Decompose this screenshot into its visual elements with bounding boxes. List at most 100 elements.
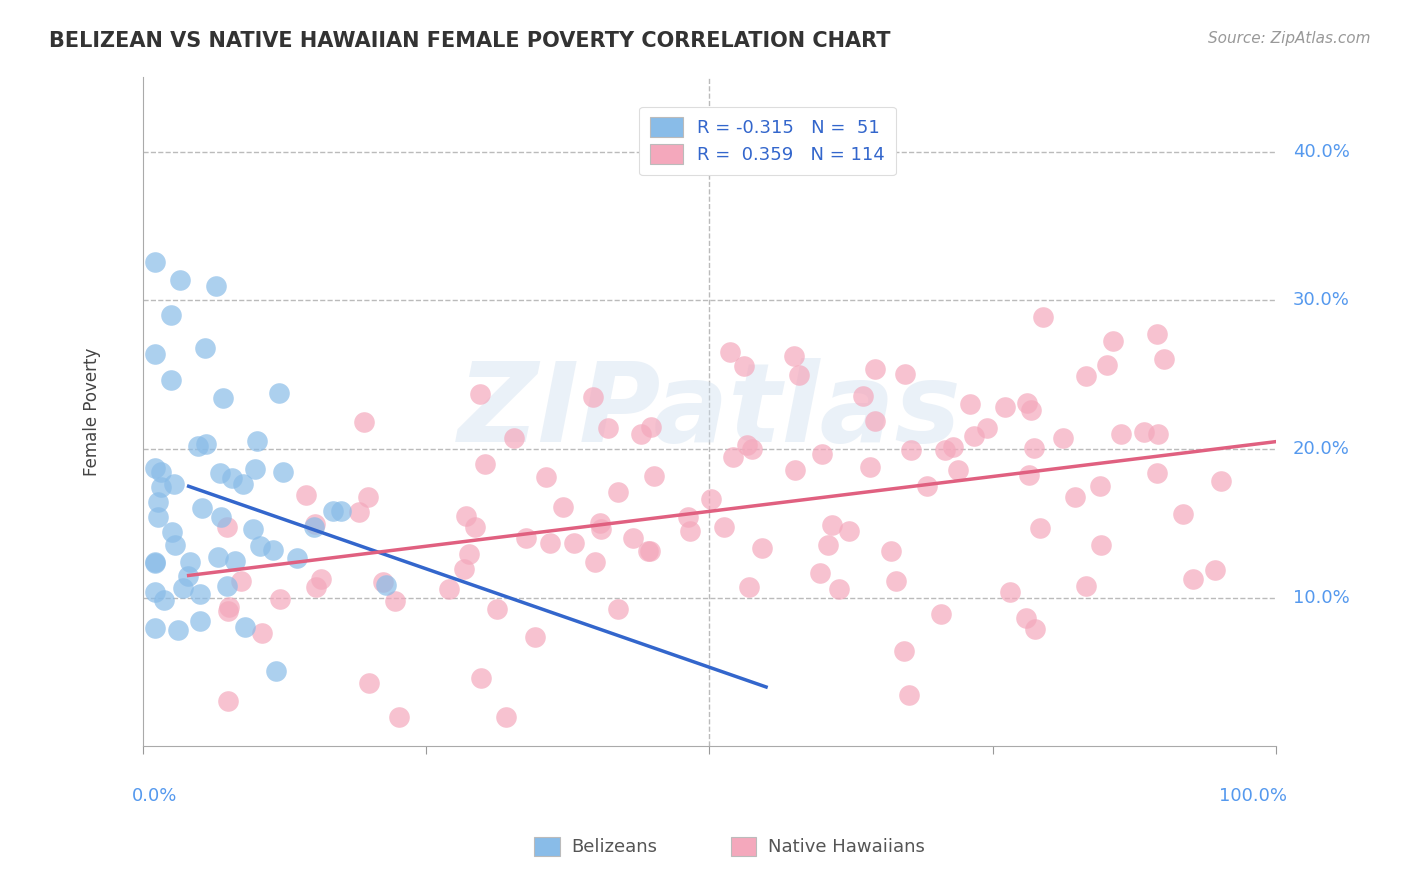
Point [733,359,755,373]
Text: 0.0%: 0.0% [132,787,177,805]
Point [1204,563,1226,577]
Point [1032,310,1054,324]
Point [437,582,460,596]
Point [553,500,575,514]
Text: Female Poverty: Female Poverty [83,348,101,476]
Point [838,524,860,538]
Point [942,440,965,454]
Point [187,439,209,453]
Point [209,510,232,524]
Point [638,544,661,558]
Point [357,675,380,690]
Point [322,504,344,518]
Point [474,458,496,472]
Point [145,584,167,599]
Point [330,504,353,518]
Point [783,463,806,477]
Point [143,556,166,570]
Point [1109,426,1132,441]
Point [1028,521,1050,535]
Text: Native Hawaiians: Native Hawaiians [768,838,925,855]
Point [606,602,628,616]
Point [948,463,970,477]
Point [810,566,832,580]
Point [143,254,166,268]
Point [271,465,294,479]
Point [166,623,188,637]
Point [523,630,546,644]
Point [149,480,172,494]
Point [224,554,246,568]
Point [163,476,186,491]
Point [810,447,832,461]
Point [1022,442,1045,456]
Point [963,428,986,442]
Point [589,516,612,530]
Point [179,555,201,569]
Point [464,520,486,534]
Point [221,471,243,485]
Point [384,594,406,608]
Point [287,550,309,565]
Point [1015,611,1038,625]
Point [1052,432,1074,446]
Point [347,505,370,519]
Point [713,519,735,533]
Point [264,664,287,678]
Point [267,385,290,400]
Point [994,400,1017,414]
Point [305,580,328,594]
Point [679,524,702,539]
Point [637,544,659,558]
Point [538,535,561,549]
Point [250,626,273,640]
Point [591,522,613,536]
Point [1153,351,1175,366]
Point [1095,358,1118,372]
Point [217,519,239,533]
Point [243,462,266,476]
Point [1132,425,1154,440]
Point [388,709,411,723]
Point [169,273,191,287]
Point [294,487,316,501]
Point [1074,579,1097,593]
Point [470,671,492,685]
Point [371,574,394,589]
Point [458,547,481,561]
Point [787,368,810,382]
Point [143,621,166,635]
Point [215,578,238,592]
Point [821,518,844,533]
Point [177,569,200,583]
Point [470,387,492,401]
Text: ZIPatlas: ZIPatlas [457,359,962,466]
Point [1064,490,1087,504]
Point [621,531,644,545]
Point [783,349,806,363]
Point [146,495,169,509]
Point [583,555,606,569]
Point [640,420,662,434]
Point [562,535,585,549]
Point [884,574,907,588]
Point [207,549,229,564]
Point [188,587,211,601]
Point [1090,538,1112,552]
Point [751,541,773,555]
Point [1017,396,1039,410]
Point [852,389,875,403]
Point [1076,369,1098,384]
Point [205,278,228,293]
Text: Belizeans: Belizeans [571,838,657,855]
Point [998,585,1021,599]
Point [229,574,252,588]
Point [453,561,475,575]
Point [357,490,380,504]
Point [160,525,183,540]
Point [894,367,917,381]
Point [596,420,619,434]
Point [828,582,851,596]
Point [246,434,269,448]
Legend: R = -0.315   N =  51, R =  0.359   N = 114: R = -0.315 N = 51, R = 0.359 N = 114 [640,106,896,175]
